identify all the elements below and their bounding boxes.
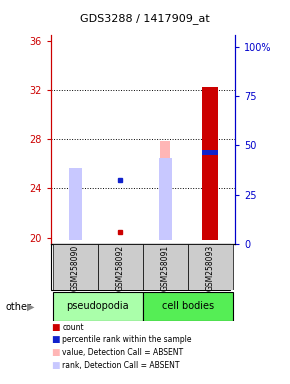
Text: pseudopodia: pseudopodia [67,301,129,311]
Text: other: other [6,302,32,312]
Text: GDS3288 / 1417909_at: GDS3288 / 1417909_at [80,13,210,24]
Text: ■: ■ [51,323,59,332]
Text: ▶: ▶ [27,302,34,312]
Text: count: count [62,323,84,332]
Bar [159,158,172,240]
Text: GSM258090: GSM258090 [71,245,80,291]
FancyBboxPatch shape [53,244,98,290]
FancyBboxPatch shape [143,292,233,321]
Bar [202,88,218,240]
FancyBboxPatch shape [143,244,188,290]
Text: cell bodies: cell bodies [162,301,214,311]
Bar [202,150,218,155]
Text: ■: ■ [51,361,59,370]
Text: value, Detection Call = ABSENT: value, Detection Call = ABSENT [62,348,184,357]
Text: GSM258093: GSM258093 [206,245,215,291]
FancyBboxPatch shape [53,292,143,321]
Bar [69,167,82,240]
Text: ■: ■ [51,348,59,357]
Text: GSM258092: GSM258092 [116,245,125,291]
Text: rank, Detection Call = ABSENT: rank, Detection Call = ABSENT [62,361,180,370]
Text: GSM258091: GSM258091 [161,245,170,291]
FancyBboxPatch shape [188,244,233,290]
Bar [160,141,170,240]
Bar [70,182,80,240]
FancyBboxPatch shape [98,244,143,290]
Text: ■: ■ [51,335,59,344]
Text: percentile rank within the sample: percentile rank within the sample [62,335,192,344]
